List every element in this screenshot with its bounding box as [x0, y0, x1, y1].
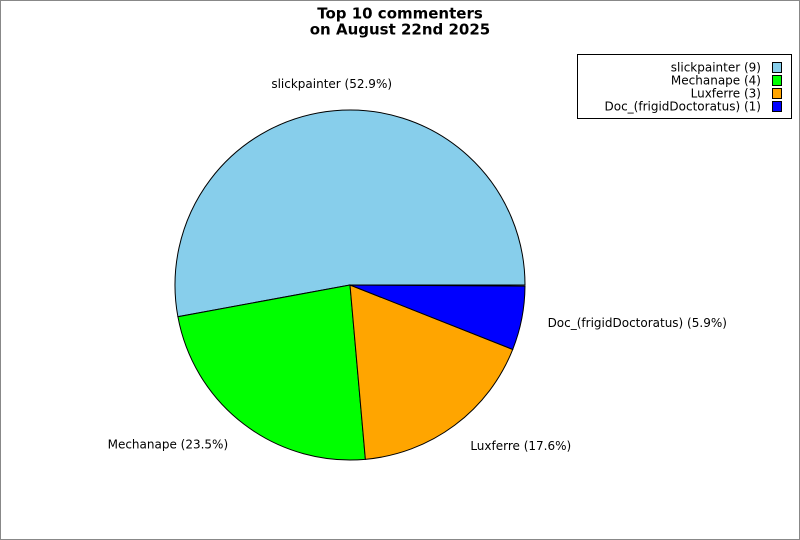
- chart-title: on August 22nd 2025: [310, 21, 491, 39]
- slice-label: Luxferre (17.6%): [470, 439, 571, 453]
- legend-label: Luxferre (3): [691, 87, 761, 101]
- slice-label: slickpainter (52.9%): [271, 77, 392, 91]
- legend-swatch: [772, 75, 782, 86]
- legend-label: Doc_(frigidDoctoratus) (1): [605, 100, 762, 114]
- legend-label: Mechanape (4): [671, 74, 761, 88]
- slice-label: Mechanape (23.5%): [108, 438, 229, 452]
- legend-swatch: [772, 62, 782, 73]
- legend-swatch: [772, 101, 782, 112]
- pie-slice: [349, 284, 526, 351]
- legend-box: [577, 54, 792, 119]
- legend-swatch: [772, 88, 782, 99]
- slice-label: Doc_(frigidDoctoratus) (5.9%): [548, 316, 727, 330]
- pie-slice: [174, 109, 526, 318]
- chart-title: Top 10 commenters: [317, 5, 483, 23]
- legend-label: slickpainter (9): [671, 61, 761, 75]
- pie-slice: [177, 284, 366, 461]
- pie-slice: [349, 284, 514, 460]
